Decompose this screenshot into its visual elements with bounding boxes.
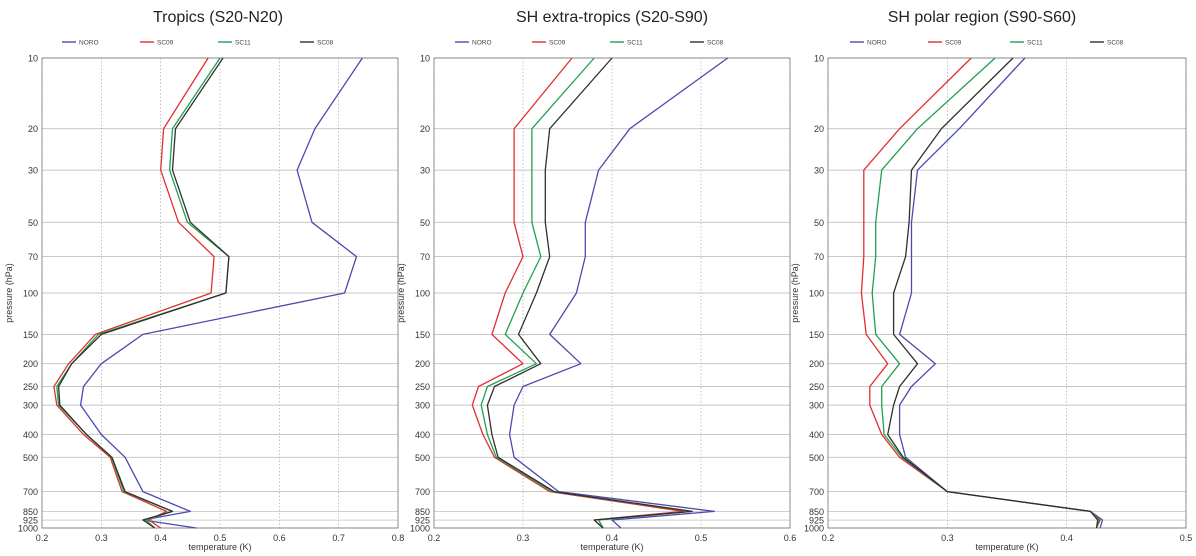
y-tick-label: 250 — [415, 382, 430, 392]
y-tick-label: 20 — [28, 124, 38, 134]
y-tick-label: 70 — [814, 252, 824, 262]
x-tick-label: 0.5 — [1180, 533, 1193, 543]
y-tick-label: 10 — [814, 54, 824, 64]
x-tick-label: 0.2 — [822, 533, 835, 543]
series-line-sc08 — [486, 57, 693, 529]
x-axis-label: temperature (K) — [975, 542, 1038, 552]
y-axis-label: pressure (hPa) — [4, 263, 14, 323]
legend-label: SC11 — [235, 40, 251, 47]
legend-label: SC08 — [1107, 40, 1124, 47]
y-tick-label: 850 — [23, 507, 38, 517]
x-axis-label: temperature (K) — [580, 542, 643, 552]
y-tick-label: 50 — [814, 218, 824, 228]
plot-frame — [827, 57, 1187, 529]
legend-label: NORO — [472, 40, 492, 47]
y-tick-label: 150 — [415, 330, 430, 340]
y-tick-label: 30 — [28, 166, 38, 176]
y-tick-label: 100 — [415, 289, 430, 299]
y-tick-label: 400 — [415, 430, 430, 440]
y-tick-label: 200 — [23, 359, 38, 369]
y-tick-label: 400 — [809, 430, 824, 440]
legend-label: NORO — [867, 40, 887, 47]
y-axis-label: pressure (hPa) — [790, 263, 800, 323]
x-tick-label: 0.6 — [273, 533, 286, 543]
y-tick-label: 925 — [809, 516, 824, 526]
series-line-sc09 — [471, 57, 684, 529]
series-line-sc09 — [53, 57, 215, 529]
legend-label: SC08 — [317, 40, 334, 47]
y-tick-label: 20 — [814, 124, 824, 134]
x-tick-label: 0.4 — [606, 533, 619, 543]
y-tick-label: 925 — [415, 516, 430, 526]
y-tick-label: 150 — [809, 330, 824, 340]
y-tick-label: 200 — [809, 359, 824, 369]
legend-label: SC11 — [1027, 40, 1043, 47]
y-tick-label: 250 — [23, 382, 38, 392]
y-axis-label: pressure (hPa) — [396, 263, 406, 323]
x-tick-label: 0.6 — [784, 533, 797, 543]
x-tick-label: 0.2 — [36, 533, 49, 543]
chart-title: SH extra-tropics (S20-S90) — [516, 9, 708, 26]
x-tick-label: 0.8 — [392, 533, 405, 543]
x-tick-label: 0.4 — [1060, 533, 1073, 543]
y-tick-label: 30 — [420, 166, 430, 176]
y-tick-label: 30 — [814, 166, 824, 176]
chart-panel-3: SH polar region (S90-S60) NORO SC09 SC11 SC0… — [790, 9, 1192, 552]
y-tick-label: 700 — [809, 487, 824, 497]
x-tick-label: 0.7 — [332, 533, 345, 543]
y-tick-label: 850 — [415, 507, 430, 517]
legend-label: SC09 — [157, 40, 174, 47]
x-tick-label: 0.4 — [154, 533, 167, 543]
y-tick-label: 850 — [809, 507, 824, 517]
x-tick-label: 0.3 — [517, 533, 530, 543]
y-tick-label: 100 — [809, 289, 824, 299]
y-tick-label: 1000 — [804, 524, 824, 534]
y-tick-label: 150 — [23, 330, 38, 340]
y-tick-label: 400 — [23, 430, 38, 440]
y-tick-label: 925 — [23, 516, 38, 526]
y-tick-label: 70 — [28, 252, 38, 262]
y-tick-label: 10 — [420, 54, 430, 64]
y-tick-label: 20 — [420, 124, 430, 134]
x-tick-label: 0.3 — [95, 533, 108, 543]
y-tick-label: 10 — [28, 54, 38, 64]
y-tick-label: 500 — [23, 453, 38, 463]
y-tick-label: 250 — [809, 382, 824, 392]
chart-panel-1: Tropics (S20-N20) NORO SC09 SC11 SC08 0.2 0.3 0… — [4, 9, 404, 552]
y-tick-label: 500 — [415, 453, 430, 463]
chart-title: Tropics (S20-N20) — [153, 9, 283, 26]
series-line-sc08 — [57, 57, 230, 529]
x-tick-label: 0.2 — [428, 533, 441, 543]
legend-label: SC09 — [945, 40, 962, 47]
y-tick-label: 70 — [420, 252, 430, 262]
chart-panel-2: SH extra-tropics (S20-S90) NORO SC09 SC11 SC… — [396, 9, 796, 552]
y-tick-label: 300 — [23, 401, 38, 411]
x-axis-label: temperature (K) — [188, 542, 251, 552]
y-tick-label: 700 — [415, 487, 430, 497]
x-tick-label: 0.3 — [941, 533, 954, 543]
y-tick-label: 1000 — [18, 524, 38, 534]
y-tick-label: 1000 — [410, 524, 430, 534]
y-tick-label: 300 — [415, 401, 430, 411]
series-line-sc08 — [887, 57, 1099, 529]
legend-label: SC11 — [627, 40, 643, 47]
series-line-noro — [79, 57, 363, 529]
legend-label: SC08 — [707, 40, 724, 47]
legend-label: NORO — [79, 40, 99, 47]
legend-label: SC09 — [549, 40, 566, 47]
y-tick-label: 50 — [420, 218, 430, 228]
y-tick-label: 700 — [23, 487, 38, 497]
series-line-noro — [508, 57, 729, 529]
x-tick-label: 0.5 — [214, 533, 227, 543]
y-tick-label: 100 — [23, 289, 38, 299]
y-tick-label: 50 — [28, 218, 38, 228]
y-tick-label: 200 — [415, 359, 430, 369]
x-tick-label: 0.5 — [695, 533, 708, 543]
chart-title: SH polar region (S90-S60) — [888, 9, 1077, 26]
y-tick-label: 300 — [809, 401, 824, 411]
y-tick-label: 500 — [809, 453, 824, 463]
